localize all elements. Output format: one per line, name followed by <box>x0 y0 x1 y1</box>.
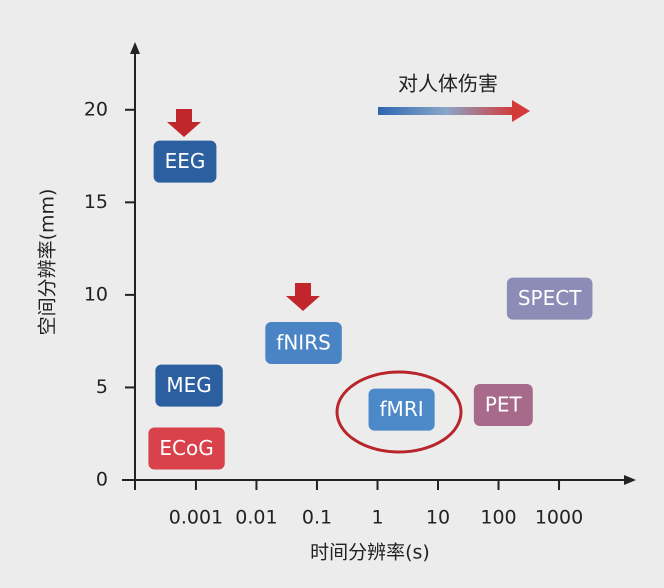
x-tick-label: 0.001 <box>169 507 223 529</box>
harm-arrow <box>378 107 514 115</box>
method-box <box>473 384 533 427</box>
harm-arrow-head <box>512 100 530 122</box>
x-axis-title: 时间分辨率(s) <box>310 542 430 564</box>
y-tick-label: 15 <box>84 191 108 213</box>
method-box <box>153 140 217 183</box>
x-tick-label: 0.1 <box>302 507 332 529</box>
down-arrow <box>286 283 320 311</box>
x-tick-label: 1000 <box>535 507 583 529</box>
method-box <box>155 364 223 407</box>
x-tick-label: 1 <box>371 507 383 529</box>
x-axis-arrow <box>624 475 636 485</box>
y-tick-label: 20 <box>84 98 108 120</box>
method-label: fMRI <box>380 397 424 421</box>
x-tick-label: 0.01 <box>235 507 277 529</box>
y-axis-title: 空间分辨率(mm) <box>37 189 59 336</box>
y-axis-arrow <box>130 42 140 54</box>
method-label: fNIRS <box>276 331 331 355</box>
y-tick-label: 5 <box>96 376 108 398</box>
annotation: 对人体伤害 <box>398 72 498 96</box>
method-box <box>265 322 342 365</box>
method-label: SPECT <box>518 286 582 310</box>
highlight-circle <box>335 370 463 454</box>
method-label: PET <box>485 393 523 417</box>
y-tick-label: 10 <box>84 283 108 305</box>
x-tick-label: 10 <box>426 507 450 529</box>
method-box <box>368 388 435 431</box>
method-label: ECoG <box>159 436 213 460</box>
method-label: MEG <box>166 373 211 397</box>
y-tick-label: 0 <box>96 469 108 491</box>
down-arrow <box>167 109 201 137</box>
method-box <box>506 277 593 320</box>
x-tick-label: 100 <box>480 507 516 529</box>
method-label: EEG <box>165 149 206 173</box>
method-box <box>148 427 225 470</box>
